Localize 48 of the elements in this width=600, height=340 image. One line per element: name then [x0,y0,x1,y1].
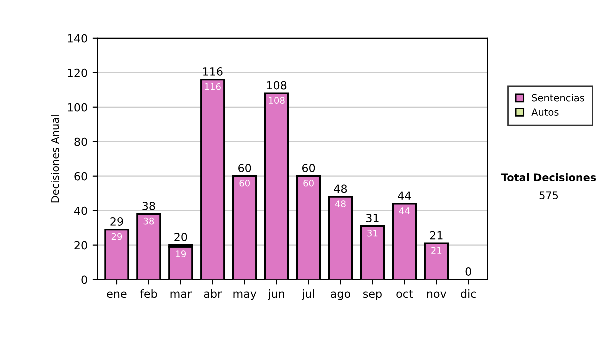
data-label: 108 [269,97,285,104]
data-label: 48 [335,200,346,208]
total-label: 29 [110,218,124,226]
x-tick-label: nov [427,292,447,298]
data-label: 38 [144,218,154,225]
legend-label: Autos [532,108,559,116]
data-label: 21 [432,247,442,254]
x-tick-label: may [234,292,257,300]
data-label: 29 [112,233,122,240]
x-tick-label: mar [170,292,192,298]
total-label: 20 [174,233,188,242]
total-label: 108 [267,81,287,90]
y-tick-label: 20 [74,241,88,250]
data-label: 19 [176,250,186,258]
x-tick-label: jun [268,290,284,300]
x-tick-label: abr [204,290,222,298]
x-tick-label: ene [107,292,127,298]
x-tick-label: sep [363,292,382,300]
data-label: 31 [368,230,378,237]
data-label: 116 [205,83,221,90]
data-label: 44 [399,208,410,214]
y-tick-label: 40 [74,206,88,216]
legend-label: Sentencias [532,94,584,102]
data-label: 60 [304,180,314,187]
total-label: 0 [466,268,472,276]
text: Total Decisiones [501,173,596,182]
total-label: 60 [302,164,316,172]
total-label: 31 [366,214,379,222]
total-label: 38 [142,202,156,210]
y-tick-label: 100 [68,103,88,112]
x-tick-label: feb [140,290,158,298]
y-tick-label: 0 [82,276,88,284]
data-label: 60 [240,180,250,187]
total-label: 21 [430,231,443,240]
y-axis-title: Decisiones Anual [51,116,60,203]
total-label: 116 [204,68,223,76]
y-tick-label: 60 [74,172,88,181]
y-tick-label: 120 [68,68,88,78]
text: 575 [540,192,558,200]
y-tick-label: 80 [74,138,88,146]
x-tick-label: jul [302,290,314,300]
x-tick-label: dic [461,290,476,298]
y-tick-label: 140 [68,34,88,43]
total-label: 48 [334,184,348,194]
total-label: 60 [238,164,252,172]
total-label: 44 [398,192,412,200]
x-tick-label: oct [396,290,414,298]
x-tick-label: ago [331,292,350,300]
